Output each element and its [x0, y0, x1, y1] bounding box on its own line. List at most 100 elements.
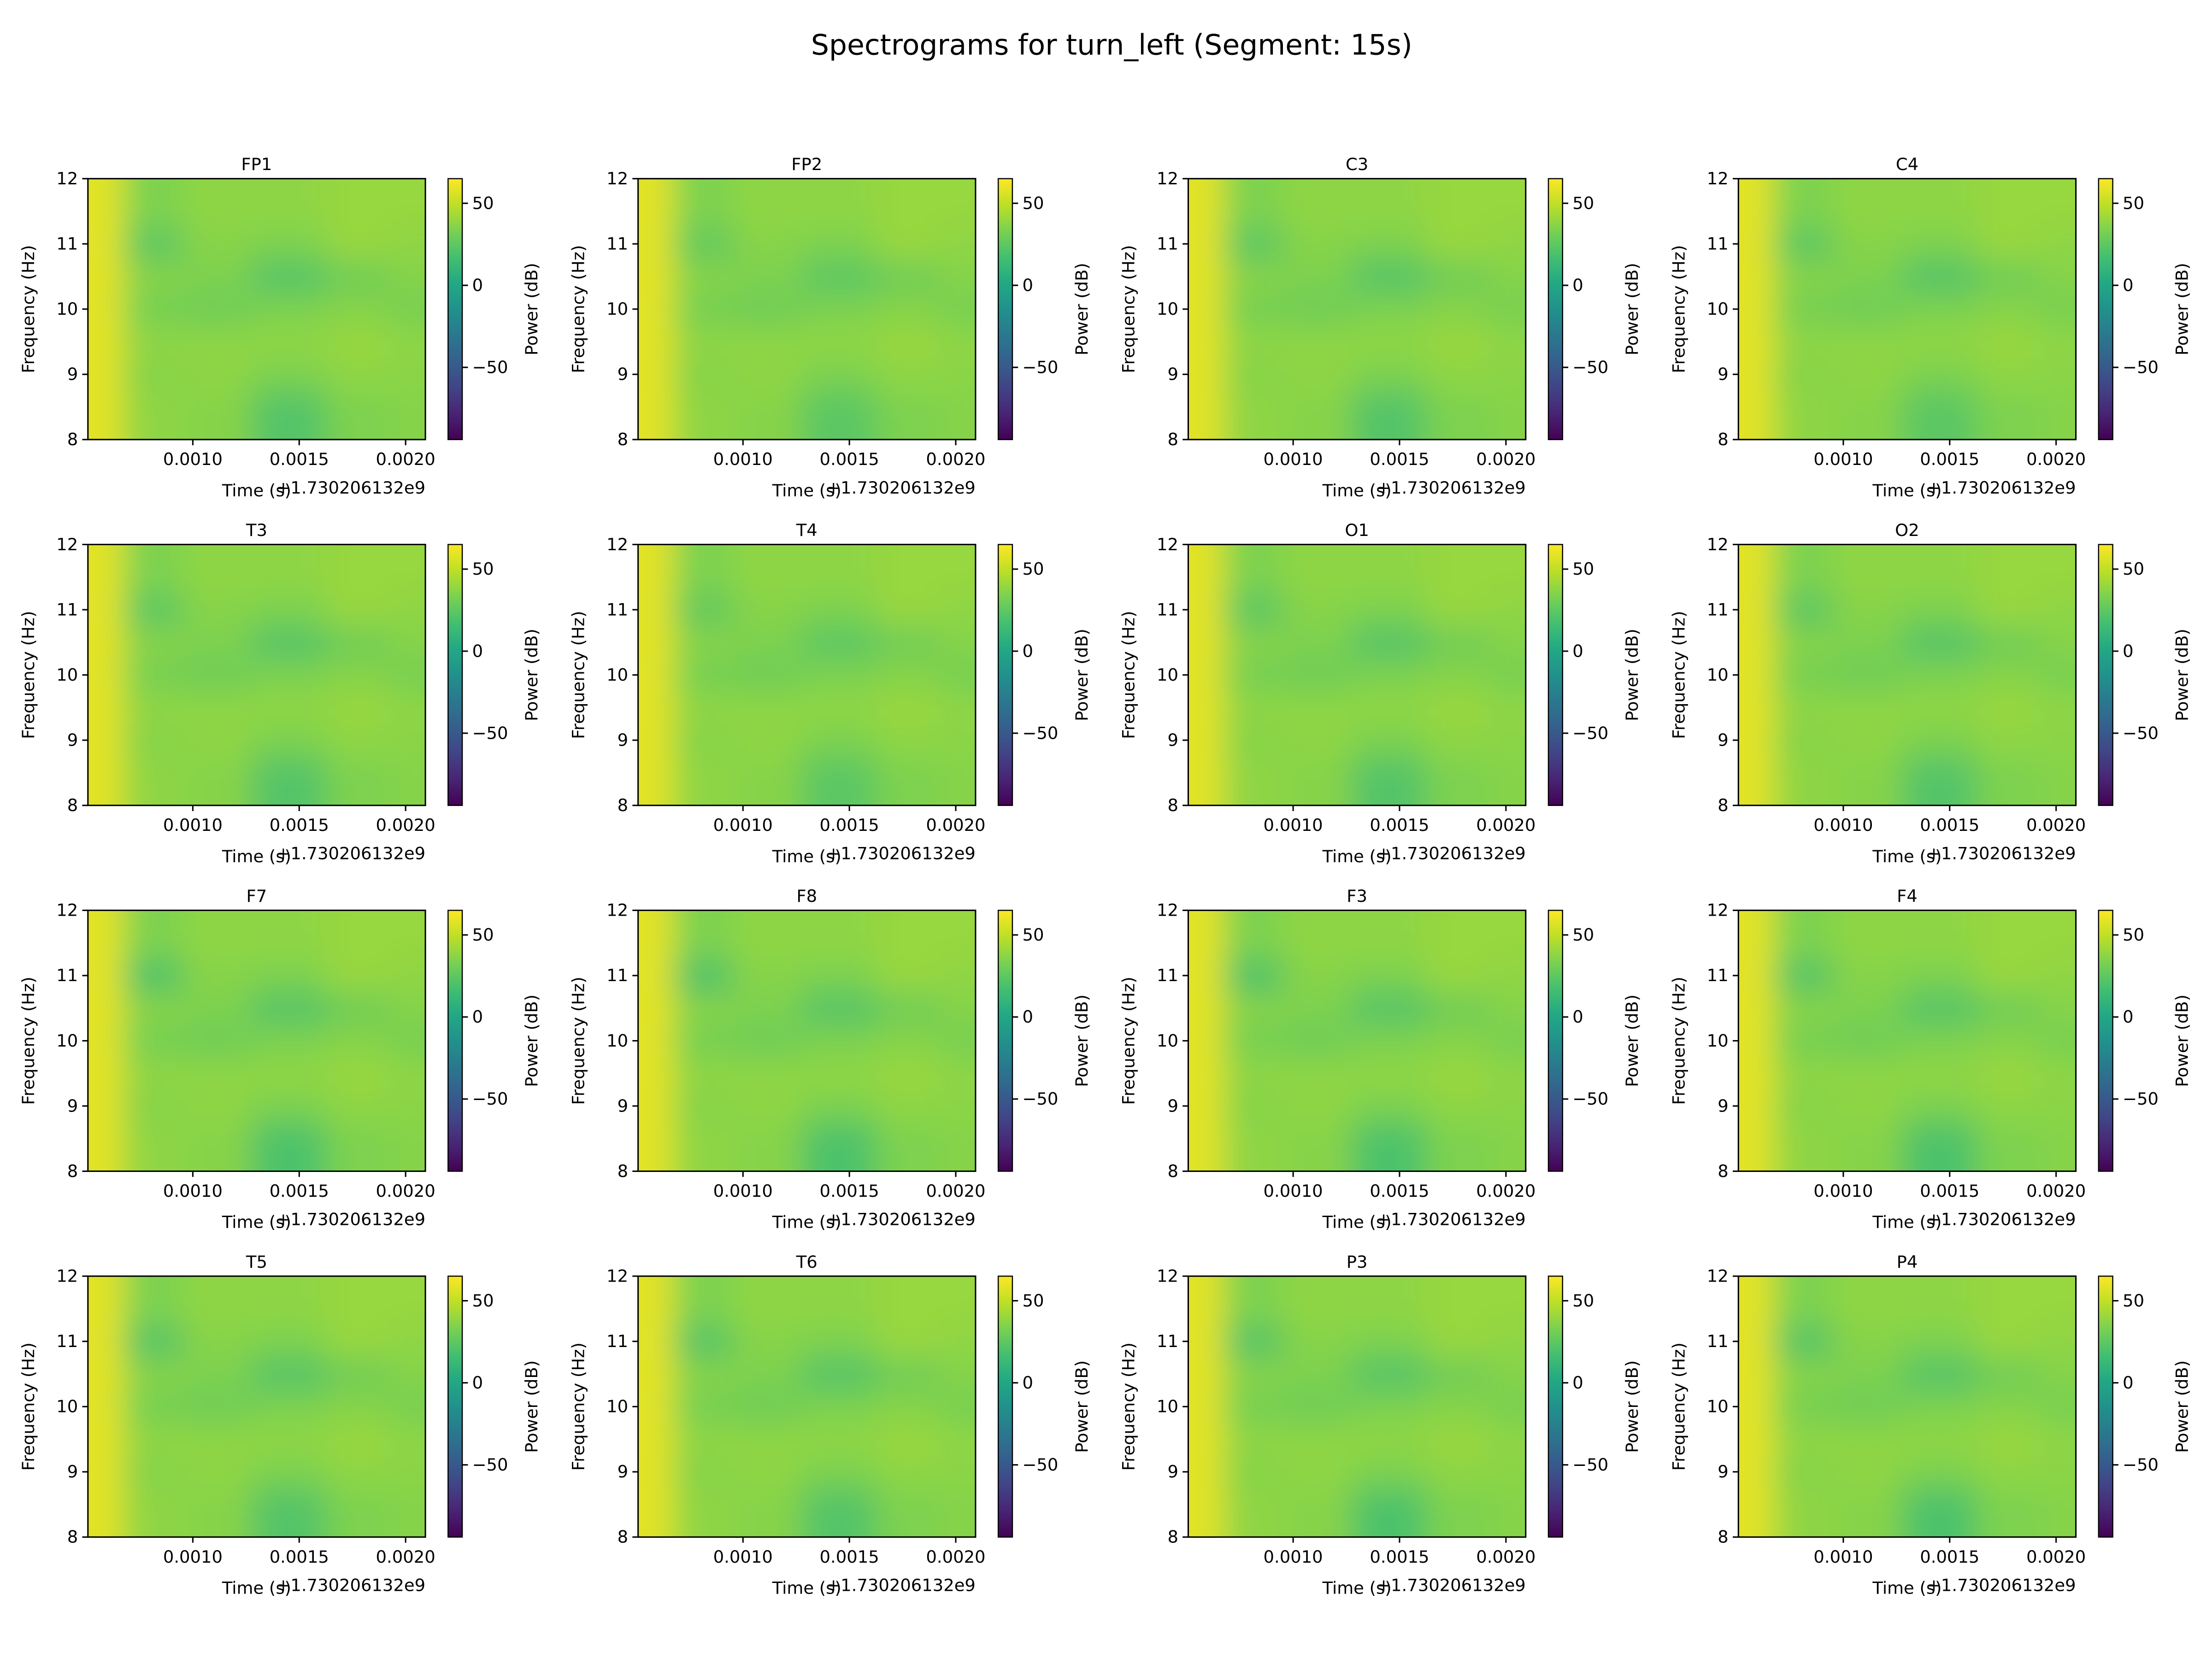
heatmap-cell: [638, 756, 675, 806]
heatmap-cell: [1282, 756, 1353, 806]
heatmap-cell: [88, 1455, 124, 1489]
colorbar-tick-label: −50: [472, 1455, 508, 1475]
x-axis-label: Time (s): [222, 1212, 291, 1232]
x-offset-label: +1.730206132e9: [1927, 1209, 2076, 1229]
heatmap-cell: [674, 626, 733, 659]
heatmap-cell: [124, 544, 183, 594]
y-axis-label: Frequency (Hz): [1119, 611, 1139, 739]
heatmap-cell: [638, 1358, 675, 1391]
heatmap-cell: [1976, 626, 2041, 659]
y-tick-label: 8: [67, 429, 78, 449]
y-tick-label: 8: [1718, 1527, 1728, 1547]
heatmap-cell: [638, 1325, 675, 1359]
heatmap-cell: [674, 1122, 733, 1171]
heatmap-cell: [88, 390, 124, 440]
plot-area: [1188, 1276, 1526, 1537]
heatmap-cell: [325, 260, 391, 294]
heatmap-cell: [1976, 293, 2041, 326]
subplot-title: FP1: [241, 154, 272, 174]
heatmap-cell: [1490, 724, 1526, 758]
heatmap-cell: [732, 1390, 802, 1424]
heatmap-cell: [940, 178, 976, 229]
x-tick-label: 0.0015: [1920, 1547, 1979, 1567]
heatmap-cell: [1738, 227, 1775, 261]
heatmap-cell: [1901, 1358, 1977, 1391]
heatmap-cell: [1224, 756, 1283, 806]
heatmap-cell: [1282, 1122, 1353, 1171]
heatmap-cell: [1282, 293, 1353, 326]
heatmap-cell: [638, 358, 675, 392]
heatmap-cell: [1426, 1325, 1491, 1359]
heatmap-cell: [674, 724, 733, 758]
heatmap-cell: [124, 959, 183, 993]
x-tick-label: 0.0010: [1813, 815, 1873, 835]
colorbar-tick-label: 50: [2123, 559, 2144, 579]
heatmap-cell: [674, 1276, 733, 1326]
heatmap-cell: [2040, 1423, 2076, 1456]
heatmap-cell: [638, 910, 675, 960]
heatmap-cell: [1426, 358, 1491, 392]
heatmap-cell: [88, 178, 124, 229]
heatmap-cell: [801, 1024, 877, 1058]
subplot: 0.0010 0.0015 0.0020 8 9 10 11 12 T4 Time (s)+1.7…: [569, 520, 1092, 866]
heatmap-cell: [1282, 1358, 1353, 1391]
heatmap-cell: [1426, 1024, 1491, 1058]
heatmap: [1188, 178, 1526, 440]
y-tick-label: 9: [1167, 1462, 1178, 1482]
heatmap-cell: [1352, 260, 1427, 294]
heatmap-cell: [1188, 1057, 1225, 1091]
heatmap-cell: [876, 1089, 941, 1123]
x-tick-label: 0.0015: [1920, 449, 1979, 469]
y-tick-label: 11: [1707, 1331, 1729, 1351]
heatmap-cell: [638, 1488, 675, 1537]
subplot-title: C4: [1896, 154, 1918, 174]
x-offset-label: +1.730206132e9: [1927, 1575, 2076, 1595]
heatmap-cell: [940, 1122, 976, 1171]
plot-frame: [1187, 1275, 1527, 1538]
heatmap-cell: [1224, 358, 1283, 392]
heatmap-cell: [2040, 910, 2076, 960]
heatmap-cell: [325, 178, 391, 229]
colorbar-tick-label: 0: [1572, 1373, 1583, 1393]
heatmap-cell: [182, 544, 252, 594]
heatmap-cell: [1188, 910, 1225, 960]
heatmap: [88, 544, 426, 806]
heatmap-cell: [124, 1057, 183, 1091]
heatmap-cell: [1774, 1276, 1834, 1326]
heatmap-cell: [674, 1057, 733, 1091]
y-tick-label: 9: [618, 1462, 628, 1482]
heatmap-cell: [1738, 910, 1775, 960]
heatmap-cell: [1352, 1276, 1427, 1326]
heatmap-cell: [1188, 1276, 1225, 1326]
x-tick-label: 0.0015: [1920, 1181, 1979, 1201]
heatmap-cell: [801, 1455, 877, 1489]
x-offset-label: +1.730206132e9: [826, 478, 976, 498]
heatmap-cell: [325, 1423, 391, 1456]
x-axis-label: Time (s): [222, 1578, 291, 1598]
heatmap-cell: [674, 1423, 733, 1456]
heatmap-cell: [1282, 1325, 1353, 1359]
colorbar-tick-label: 50: [2123, 193, 2144, 213]
colorbar-tick-label: −50: [2123, 1455, 2159, 1475]
heatmap-cell: [638, 227, 675, 261]
heatmap-cell: [1352, 1488, 1427, 1537]
heatmap-cell: [182, 293, 252, 326]
heatmap-cell: [876, 227, 941, 261]
y-axis-label: Frequency (Hz): [1119, 1342, 1139, 1471]
heatmap-cell: [638, 1423, 675, 1456]
heatmap-cell: [876, 724, 941, 758]
heatmap-cell: [801, 1325, 877, 1359]
heatmap-cell: [325, 1057, 391, 1091]
heatmap-cell: [1901, 1276, 1977, 1326]
x-axis-label: Time (s): [772, 1578, 841, 1598]
heatmap-cell: [1188, 1122, 1225, 1171]
heatmap-cell: [876, 1390, 941, 1424]
heatmap-cell: [88, 1423, 124, 1456]
heatmap-cell: [1976, 691, 2041, 725]
heatmap-cell: [124, 1455, 183, 1489]
heatmap-cell: [1282, 626, 1353, 659]
heatmap-cell: [940, 544, 976, 594]
y-tick-label: 9: [1718, 1462, 1728, 1482]
heatmap-cell: [1188, 992, 1225, 1025]
y-axis-label: Frequency (Hz): [1669, 977, 1688, 1105]
